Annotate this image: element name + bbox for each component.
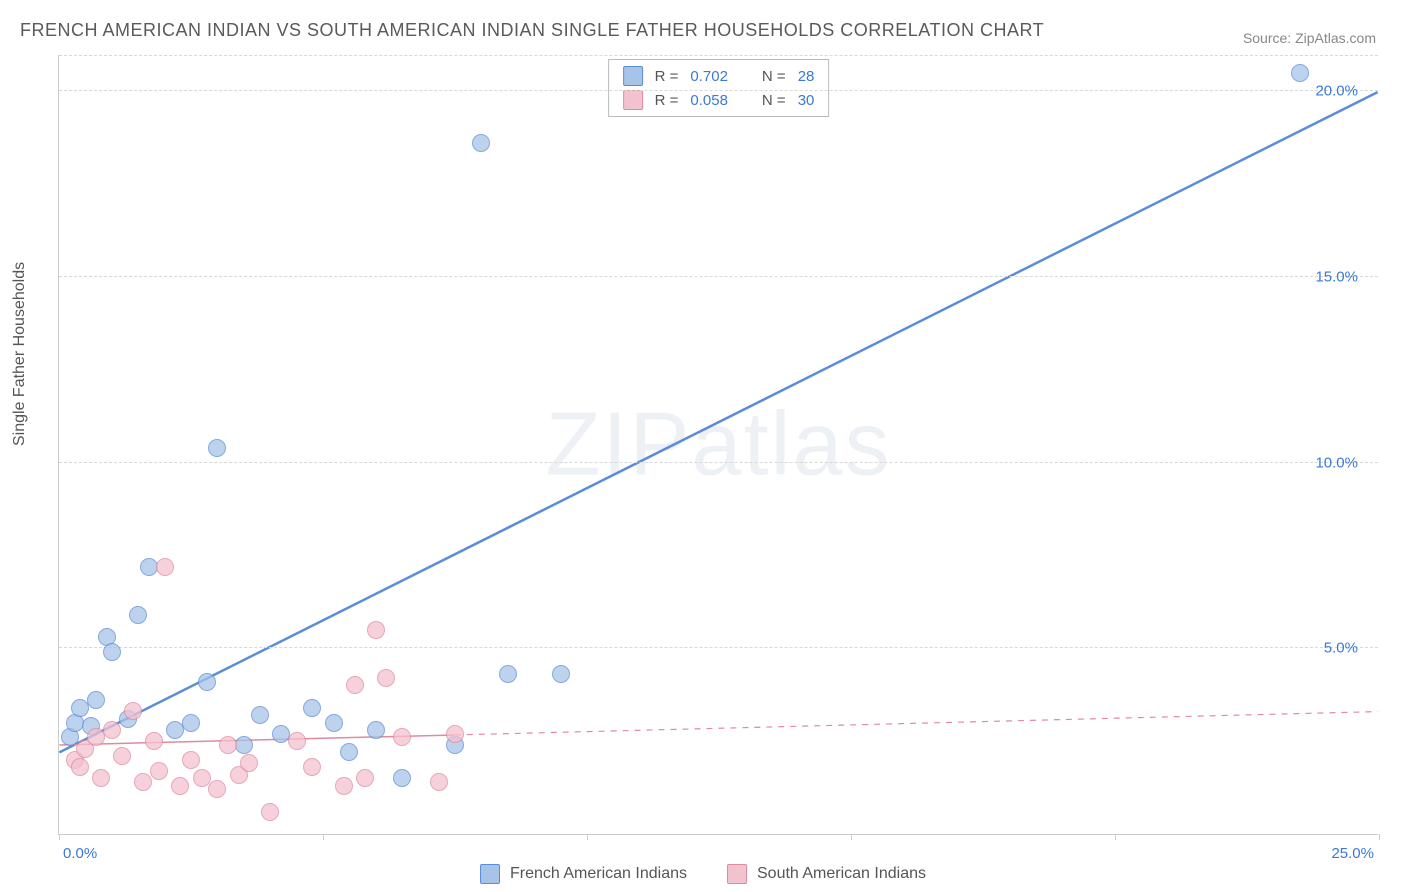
data-point-south [193, 769, 211, 787]
data-point-south [367, 621, 385, 639]
data-point-south [393, 728, 411, 746]
x-tick-mark [587, 834, 588, 840]
data-point-french [129, 606, 147, 624]
chart-title: FRENCH AMERICAN INDIAN VS SOUTH AMERICAN… [20, 20, 1044, 41]
swatch-french [480, 864, 500, 884]
legend-item-south[interactable]: South American Indians [727, 864, 926, 884]
data-point-french [1291, 64, 1309, 82]
stat-r-key: R = [655, 68, 679, 85]
data-point-south [134, 773, 152, 791]
stats-row-south: R = 0.058 N = 30 [609, 88, 829, 112]
data-point-french [499, 665, 517, 683]
data-point-french [325, 714, 343, 732]
x-tick-mark [59, 834, 60, 840]
source-prefix: Source: [1243, 30, 1295, 46]
data-point-south [377, 669, 395, 687]
data-point-french [367, 721, 385, 739]
legend-label: French American Indians [510, 865, 687, 883]
y-axis-label: Single Father Households [11, 262, 29, 446]
x-tick-mark [1379, 834, 1380, 840]
data-point-south [335, 777, 353, 795]
data-point-french [251, 706, 269, 724]
stat-n-key: N = [762, 68, 786, 85]
data-point-french [208, 439, 226, 457]
data-point-south [446, 725, 464, 743]
data-point-south [208, 780, 226, 798]
x-tick-label: 0.0% [63, 845, 97, 862]
data-point-south [182, 751, 200, 769]
x-tick-mark [1115, 834, 1116, 840]
grid-line-h [59, 55, 1378, 56]
series-legend: French American Indians South American In… [480, 864, 926, 884]
grid-line-h [59, 462, 1378, 463]
y-tick-label: 15.0% [1315, 268, 1358, 285]
stats-row-french: R = 0.702 N = 28 [609, 64, 829, 88]
source-attribution: Source: ZipAtlas.com [1243, 30, 1376, 46]
y-tick-label: 10.0% [1315, 454, 1358, 471]
stats-legend: R = 0.702 N = 28 R = 0.058 N = 30 [608, 59, 830, 117]
data-point-french [340, 743, 358, 761]
x-tick-mark [851, 834, 852, 840]
y-tick-label: 5.0% [1324, 640, 1358, 657]
swatch-french [623, 66, 643, 86]
grid-line-h [59, 90, 1378, 91]
data-point-south [113, 747, 131, 765]
chart-container: FRENCH AMERICAN INDIAN VS SOUTH AMERICAN… [0, 0, 1406, 892]
grid-line-h [59, 647, 1378, 648]
regression-line-french [59, 92, 1377, 752]
data-point-french [103, 643, 121, 661]
data-point-south [346, 676, 364, 694]
data-point-south [92, 769, 110, 787]
plot-area: ZIPatlas R = 0.702N = 28R = 0.058N = 30 … [58, 55, 1378, 835]
data-point-south [261, 803, 279, 821]
stat-r-value: 0.058 [690, 92, 728, 109]
swatch-south [727, 864, 747, 884]
stat-r-key: R = [655, 92, 679, 109]
x-tick-mark [323, 834, 324, 840]
grid-line-h [59, 276, 1378, 277]
source-link[interactable]: ZipAtlas.com [1295, 30, 1376, 46]
stat-r-value: 0.702 [690, 68, 728, 85]
data-point-south [71, 758, 89, 776]
data-point-south [303, 758, 321, 776]
data-point-south [171, 777, 189, 795]
data-point-south [430, 773, 448, 791]
data-point-french [552, 665, 570, 683]
data-point-south [240, 754, 258, 772]
data-point-south [124, 702, 142, 720]
data-point-french [235, 736, 253, 754]
data-point-french [472, 134, 490, 152]
data-point-french [87, 691, 105, 709]
stat-n-value: 30 [798, 92, 815, 109]
data-point-south [145, 732, 163, 750]
data-point-south [156, 558, 174, 576]
stat-n-key: N = [762, 92, 786, 109]
data-point-french [198, 673, 216, 691]
legend-label: South American Indians [757, 865, 926, 883]
data-point-south [219, 736, 237, 754]
data-point-south [150, 762, 168, 780]
legend-item-french[interactable]: French American Indians [480, 864, 687, 884]
swatch-south [623, 90, 643, 110]
data-point-south [288, 732, 306, 750]
data-point-french [182, 714, 200, 732]
y-tick-label: 20.0% [1315, 83, 1358, 100]
regression-line-south-dashed [455, 712, 1378, 735]
data-point-south [103, 721, 121, 739]
data-point-french [393, 769, 411, 787]
data-point-french [303, 699, 321, 717]
stat-n-value: 28 [798, 68, 815, 85]
x-tick-label: 25.0% [1331, 845, 1374, 862]
data-point-south [356, 769, 374, 787]
